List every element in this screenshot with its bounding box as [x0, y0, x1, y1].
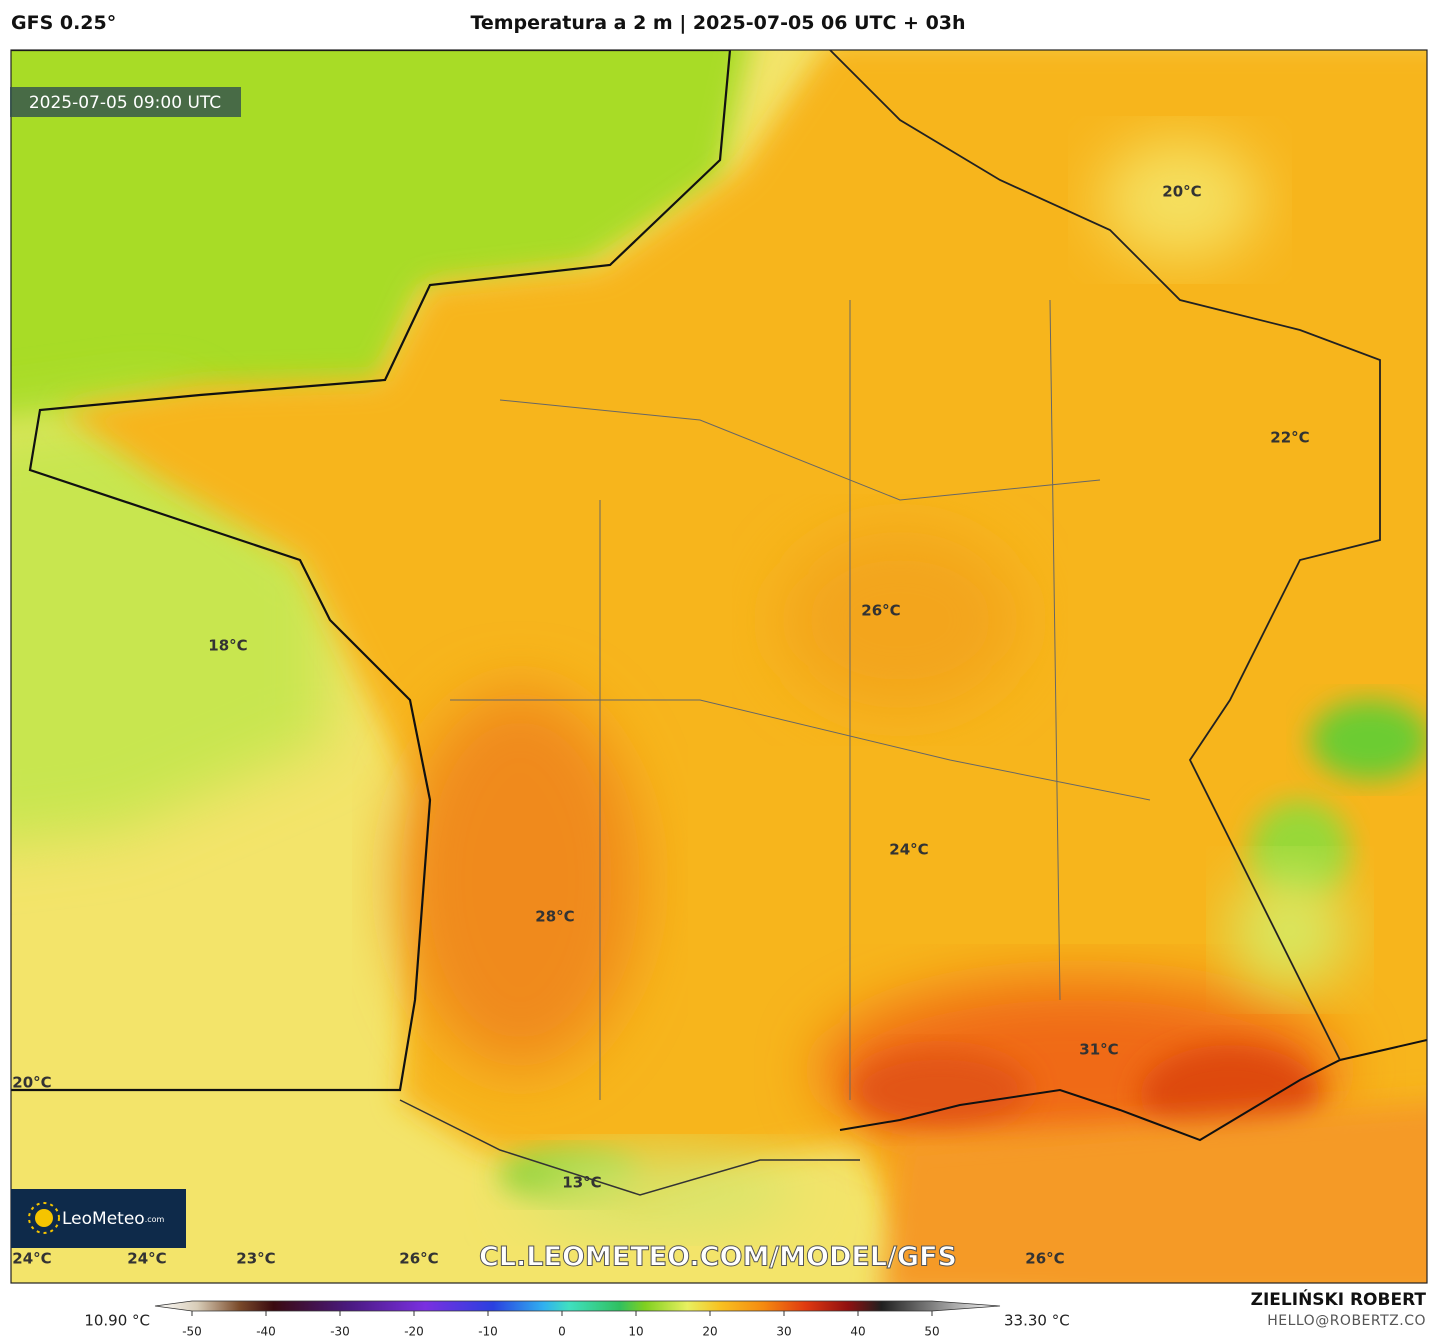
temperature-label: 13°C — [562, 1174, 601, 1192]
map-title: Temperatura a 2 m | 2025-07-05 06 UTC + … — [470, 12, 966, 34]
temperature-label: 24°C — [127, 1250, 166, 1268]
colorbar-ticks: -50 -40 -30 -20 -10 0 10 20 30 40 50 — [182, 1311, 940, 1339]
colorbar — [154, 1300, 1001, 1312]
logo-suffix: .com — [145, 1215, 165, 1224]
temperature-label: 26°C — [1025, 1250, 1064, 1268]
colorbar-tick-label: 10 — [628, 1325, 643, 1339]
temperature-labels: 20°C 22°C 26°C 18°C 24°C 28°C 31°C 13°C 20°C 24°C… — [12, 183, 1309, 1268]
email: HELLO@ROBERTZ.CO — [1267, 1313, 1426, 1329]
temperature-label: 20°C — [1162, 183, 1201, 201]
model-name: GFS 0.25° — [11, 12, 117, 34]
colorbar-tick-label: -30 — [330, 1325, 350, 1339]
colorbar-tick-label: 30 — [776, 1325, 791, 1339]
colorbar-tick-label: -50 — [182, 1325, 202, 1339]
temperature-label: 20°C — [12, 1074, 51, 1092]
colorbar-tick-label: 50 — [924, 1325, 939, 1339]
temperature-label: 24°C — [12, 1250, 51, 1268]
author: ZIELIŃSKI ROBERT — [1250, 1290, 1426, 1310]
colorbar-tick-label: -40 — [256, 1325, 276, 1339]
colorbar-tick-label: 40 — [850, 1325, 865, 1339]
colorbar-max: 33.30 °C — [1004, 1312, 1070, 1330]
temperature-label: 24°C — [889, 841, 928, 859]
temperature-label: 26°C — [861, 602, 900, 620]
colorbar-tick-label: 0 — [558, 1325, 566, 1339]
svg-text:LeoMeteo.com: LeoMeteo.com — [62, 1209, 165, 1229]
logo-sun — [35, 1209, 53, 1227]
temperature-label: 22°C — [1270, 429, 1309, 447]
temperature-label: 23°C — [236, 1250, 275, 1268]
temperature-label: 28°C — [535, 908, 574, 926]
valid-time: 2025-07-05 09:00 UTC — [29, 93, 221, 113]
temperature-label: 26°C — [399, 1250, 438, 1268]
credit: ZIELIŃSKI ROBERT HELLO@ROBERTZ.CO — [1251, 1290, 1426, 1329]
logo-name: LeoMeteo — [62, 1209, 145, 1229]
temperature-label: 18°C — [208, 637, 247, 655]
colorbar-min: 10.90 °C — [84, 1312, 150, 1330]
watermark: CL.LEOMETEO.COM/MODEL/GFS — [479, 1242, 957, 1273]
temperature-field — [11, 50, 1427, 1283]
colorbar-tick-label: -20 — [404, 1325, 424, 1339]
temperature-label: 31°C — [1079, 1041, 1118, 1059]
colorbar-tick-label: 20 — [702, 1325, 717, 1339]
colorbar-tick-label: -10 — [478, 1325, 498, 1339]
